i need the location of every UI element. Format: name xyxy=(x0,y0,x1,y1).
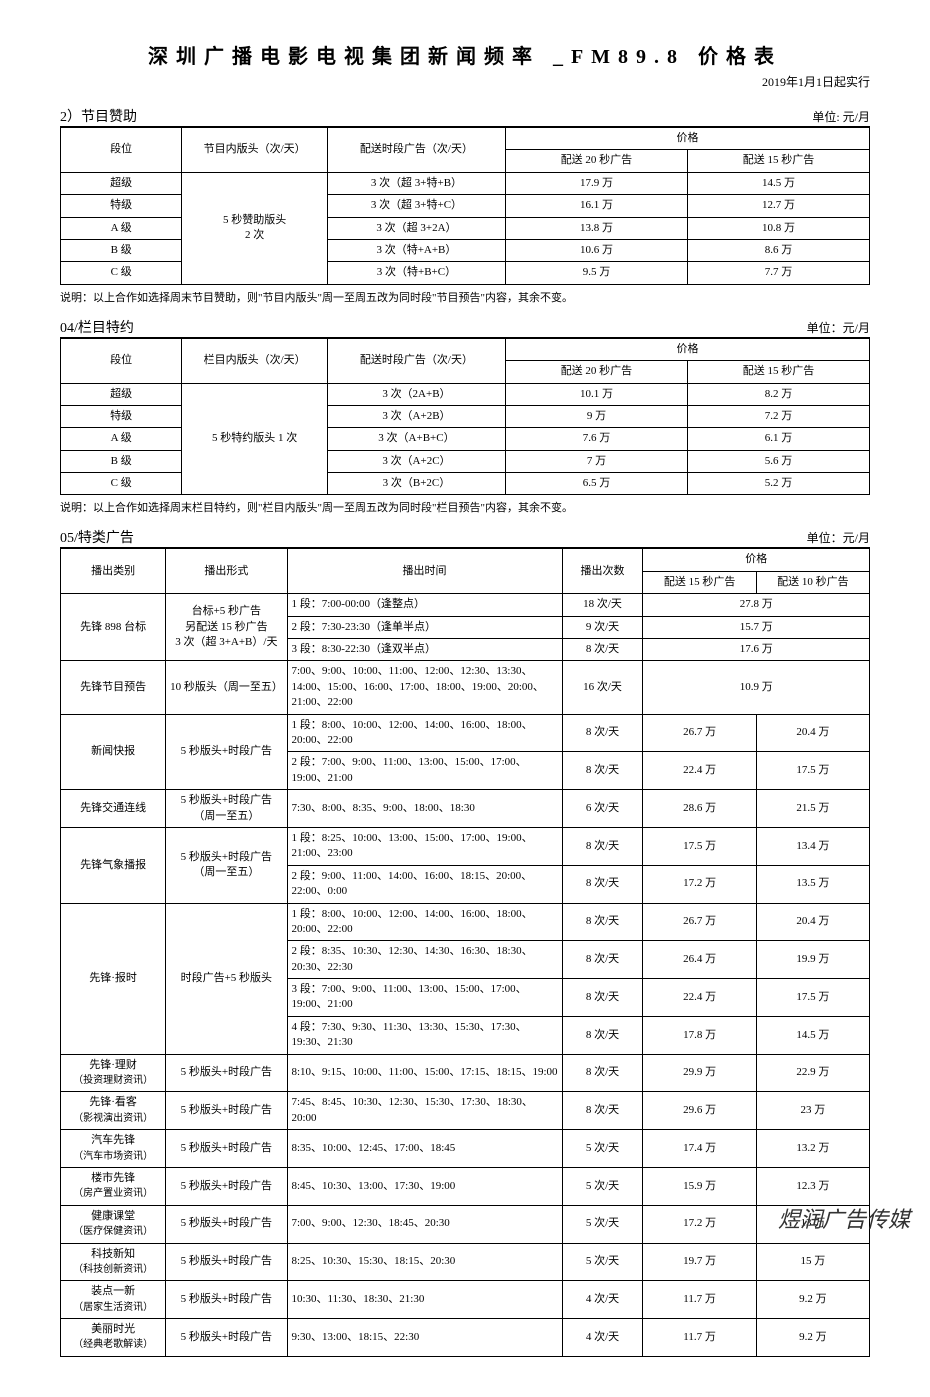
section4-header: 04/栏目特约 单位：元/月 xyxy=(60,317,870,338)
page-title: 深圳广播电影电视集团新闻频率 _FM89.8 价格表 xyxy=(60,40,870,69)
section5-table: 播出类别 播出形式 播出时间 播出次数 价格 配送 15 秒广告 配送 10 秒… xyxy=(60,548,870,1356)
table-row: 健康课堂（医疗保健资讯）5 秒版头+时段广告7:00、9:00、12:30、18… xyxy=(61,1205,870,1243)
page-subtitle: 2019年1月1日起实行 xyxy=(60,73,870,90)
section4-title: 04/栏目特约 xyxy=(60,317,134,337)
section4-table: 段位 栏目内版头（次/天） 配送时段广告（次/天） 价格 配送 20 秒广告 配… xyxy=(60,338,870,496)
s2-h-delivery: 配送时段广告（次/天） xyxy=(327,128,505,173)
table-row: 科技新知（科技创新资讯）5 秒版头+时段广告8:25、10:30、15:30、1… xyxy=(61,1243,870,1281)
section2-unit: 单位: 元/月 xyxy=(812,108,870,125)
table-row: 先锋 898 台标 台标+5 秒广告 另配送 15 秒广告 3 次（超 3+A+… xyxy=(61,594,870,616)
s2-h-p15: 配送 15 秒广告 xyxy=(687,150,869,172)
s2-h-form: 节目内版头（次/天） xyxy=(182,128,328,173)
table-row: 先锋交通连线 5 秒版头+时段广告 （周一至五） 7:30、8:00、8:35、… xyxy=(61,790,870,828)
watermark: 煜润广告传媒 xyxy=(778,1202,910,1234)
s2-merged: 5 秒赞助版头 2 次 xyxy=(182,172,328,284)
table-row: 先锋气象播报 5 秒版头+时段广告 （周一至五） 1 段：8:25、10:00、… xyxy=(61,827,870,865)
section2-header: 2）节目赞助 单位: 元/月 xyxy=(60,106,870,127)
section4-unit: 单位：元/月 xyxy=(807,319,870,336)
table-row: 汽车先锋（汽车市场资讯）5 秒版头+时段广告8:35、10:00、12:45、1… xyxy=(61,1130,870,1168)
table-row: 超级 5 秒特约版头 1 次 3 次（2A+B） 10.1 万 8.2 万 xyxy=(61,383,870,405)
s2-h-p20: 配送 20 秒广告 xyxy=(505,150,687,172)
table-row: 美丽时光（经典老歌解读）5 秒版头+时段广告9:30、13:00、18:15、2… xyxy=(61,1319,870,1357)
table-row: 先锋·看客（影视演出资讯）5 秒版头+时段广告7:45、8:45、10:30、1… xyxy=(61,1092,870,1130)
s2-h-level: 段位 xyxy=(61,128,182,173)
table-row: 先锋节目预告 10 秒版头（周一至五） 7:00、9:00、10:00、11:0… xyxy=(61,661,870,714)
table-row: 楼市先锋（房产置业资讯）5 秒版头+时段广告8:45、10:30、13:00、1… xyxy=(61,1167,870,1205)
section4-note: 说明：以上合作如选择周末栏目特约，则"栏目内版头"周一至周五改为同时段"栏目预告… xyxy=(60,499,870,515)
table-row: 超级 5 秒赞助版头 2 次 3 次（超 3+特+B） 17.9 万 14.5 … xyxy=(61,172,870,194)
table-row: 新闻快报 5 秒版头+时段广告 1 段：8:00、10:00、12:00、14:… xyxy=(61,714,870,752)
table-row: 先锋·报时 时段广告+5 秒版头 1 段：8:00、10:00、12:00、14… xyxy=(61,903,870,941)
s2-h-price: 价格 xyxy=(505,128,869,150)
section5-unit: 单位：元/月 xyxy=(807,529,870,546)
table-row: 先锋·理财（投资理财资讯）5 秒版头+时段广告8:10、9:15、10:00、1… xyxy=(61,1054,870,1092)
section2-note: 说明：以上合作如选择周末节目赞助，则"节目内版头"周一至周五改为同时段"节目预告… xyxy=(60,289,870,305)
section5-header: 05/特类广告 单位：元/月 xyxy=(60,527,870,548)
section2-table: 段位 节目内版头（次/天） 配送时段广告（次/天） 价格 配送 20 秒广告 配… xyxy=(60,127,870,285)
section5-title: 05/特类广告 xyxy=(60,527,134,547)
table-row: 装点一新（居家生活资讯）5 秒版头+时段广告10:30、11:30、18:30、… xyxy=(61,1281,870,1319)
section2-title: 2）节目赞助 xyxy=(60,106,137,126)
